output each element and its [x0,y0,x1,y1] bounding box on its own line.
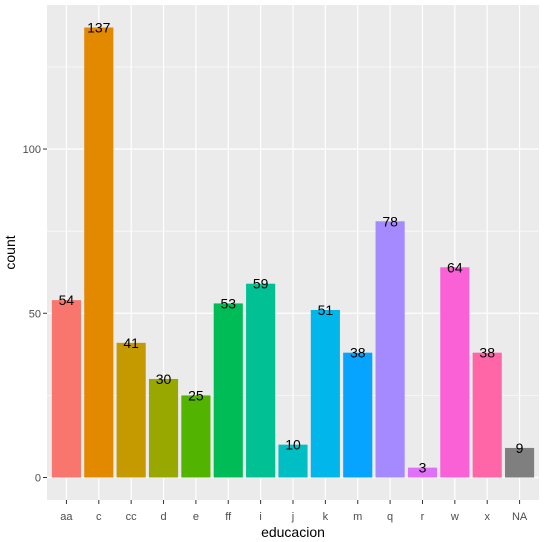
x-tick-label: c [96,511,102,523]
data-label-i: 59 [253,276,269,292]
x-tick-label: x [484,511,490,523]
x-tick-label: m [353,511,362,523]
bar-j [278,444,308,478]
bar-aa [51,300,81,478]
data-label-k: 51 [318,302,334,318]
bar-c [84,27,114,478]
x-tick-label: w [450,511,459,523]
data-labels: 54 137 41 30 25 53 59 10 51 38 78 3 64 38 9 [59,20,524,476]
bar-NA [505,447,535,478]
x-tick-label: e [193,511,199,523]
x-axis-title: educacion [261,524,325,540]
data-label-cc: 41 [123,335,139,351]
data-label-d: 30 [156,371,172,387]
bar-i [246,283,276,478]
x-tick-label: d [160,511,166,523]
x-tick-label: i [259,511,261,523]
y-tick-label: 100 [23,144,41,156]
bar-e [181,395,211,478]
y-axis-title: count [2,235,18,269]
bar-q [375,221,405,478]
x-tick-label: q [387,511,393,523]
data-label-e: 25 [188,387,204,403]
x-tick-label: ff [225,511,232,523]
bar-m [343,352,373,478]
data-label-aa: 54 [59,292,75,308]
x-tick-label: cc [126,511,138,523]
bar-r [407,467,438,478]
x-axis: aa c cc d e ff i j k m q r w x NA [60,500,528,523]
bar-w [440,267,470,478]
data-label-w: 64 [447,259,463,275]
bar-d [148,378,179,478]
data-label-NA: 9 [516,440,524,456]
y-axis: 0 50 100 [23,144,47,485]
data-label-r: 3 [419,460,427,476]
bars [51,27,535,478]
y-tick-label: 50 [29,308,41,320]
bar-k [310,309,340,478]
x-tick-label: j [291,511,294,523]
x-tick-label: r [421,511,425,523]
x-tick-label: NA [512,511,528,523]
data-label-c: 137 [87,20,111,36]
data-label-m: 38 [350,345,366,361]
y-tick-label: 0 [35,473,41,485]
data-label-x: 38 [479,345,495,361]
data-label-q: 78 [382,213,398,229]
x-tick-label: k [323,511,329,523]
bar-cc [116,342,146,478]
x-tick-label: aa [60,511,73,523]
data-label-ff: 53 [220,295,236,311]
bar-x [472,352,502,478]
bar-ff [213,303,243,478]
data-label-j: 10 [285,437,301,453]
